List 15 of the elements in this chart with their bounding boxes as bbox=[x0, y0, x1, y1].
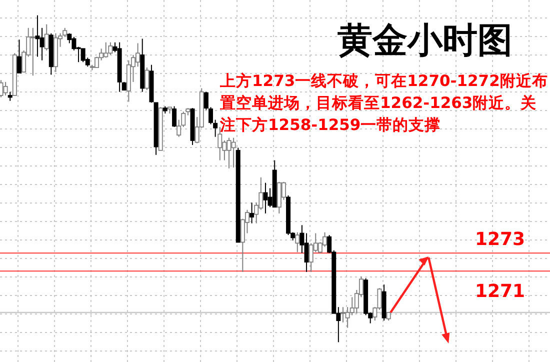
candlestick bbox=[295, 232, 300, 253]
candlestick bbox=[16, 39, 22, 74]
ref-line-label: 1271 bbox=[474, 281, 526, 302]
annotation: 上方1273一线不破，可在1270-1272附近布置空单进场，目标看至1262-1263附近。关注下方1258-1259一带的支撑 bbox=[220, 71, 548, 136]
candlestick bbox=[3, 81, 8, 96]
candlestick bbox=[8, 91, 12, 102]
text: 黄金小时图 bbox=[338, 21, 512, 61]
candlestick bbox=[172, 106, 177, 128]
candlestick bbox=[204, 91, 208, 110]
candlestick bbox=[44, 24, 49, 51]
candlestick bbox=[208, 106, 214, 125]
ref-line-label: 1273 bbox=[474, 229, 526, 250]
candlestick bbox=[231, 137, 236, 168]
candlestick bbox=[144, 67, 150, 91]
candlestick bbox=[250, 202, 254, 224]
